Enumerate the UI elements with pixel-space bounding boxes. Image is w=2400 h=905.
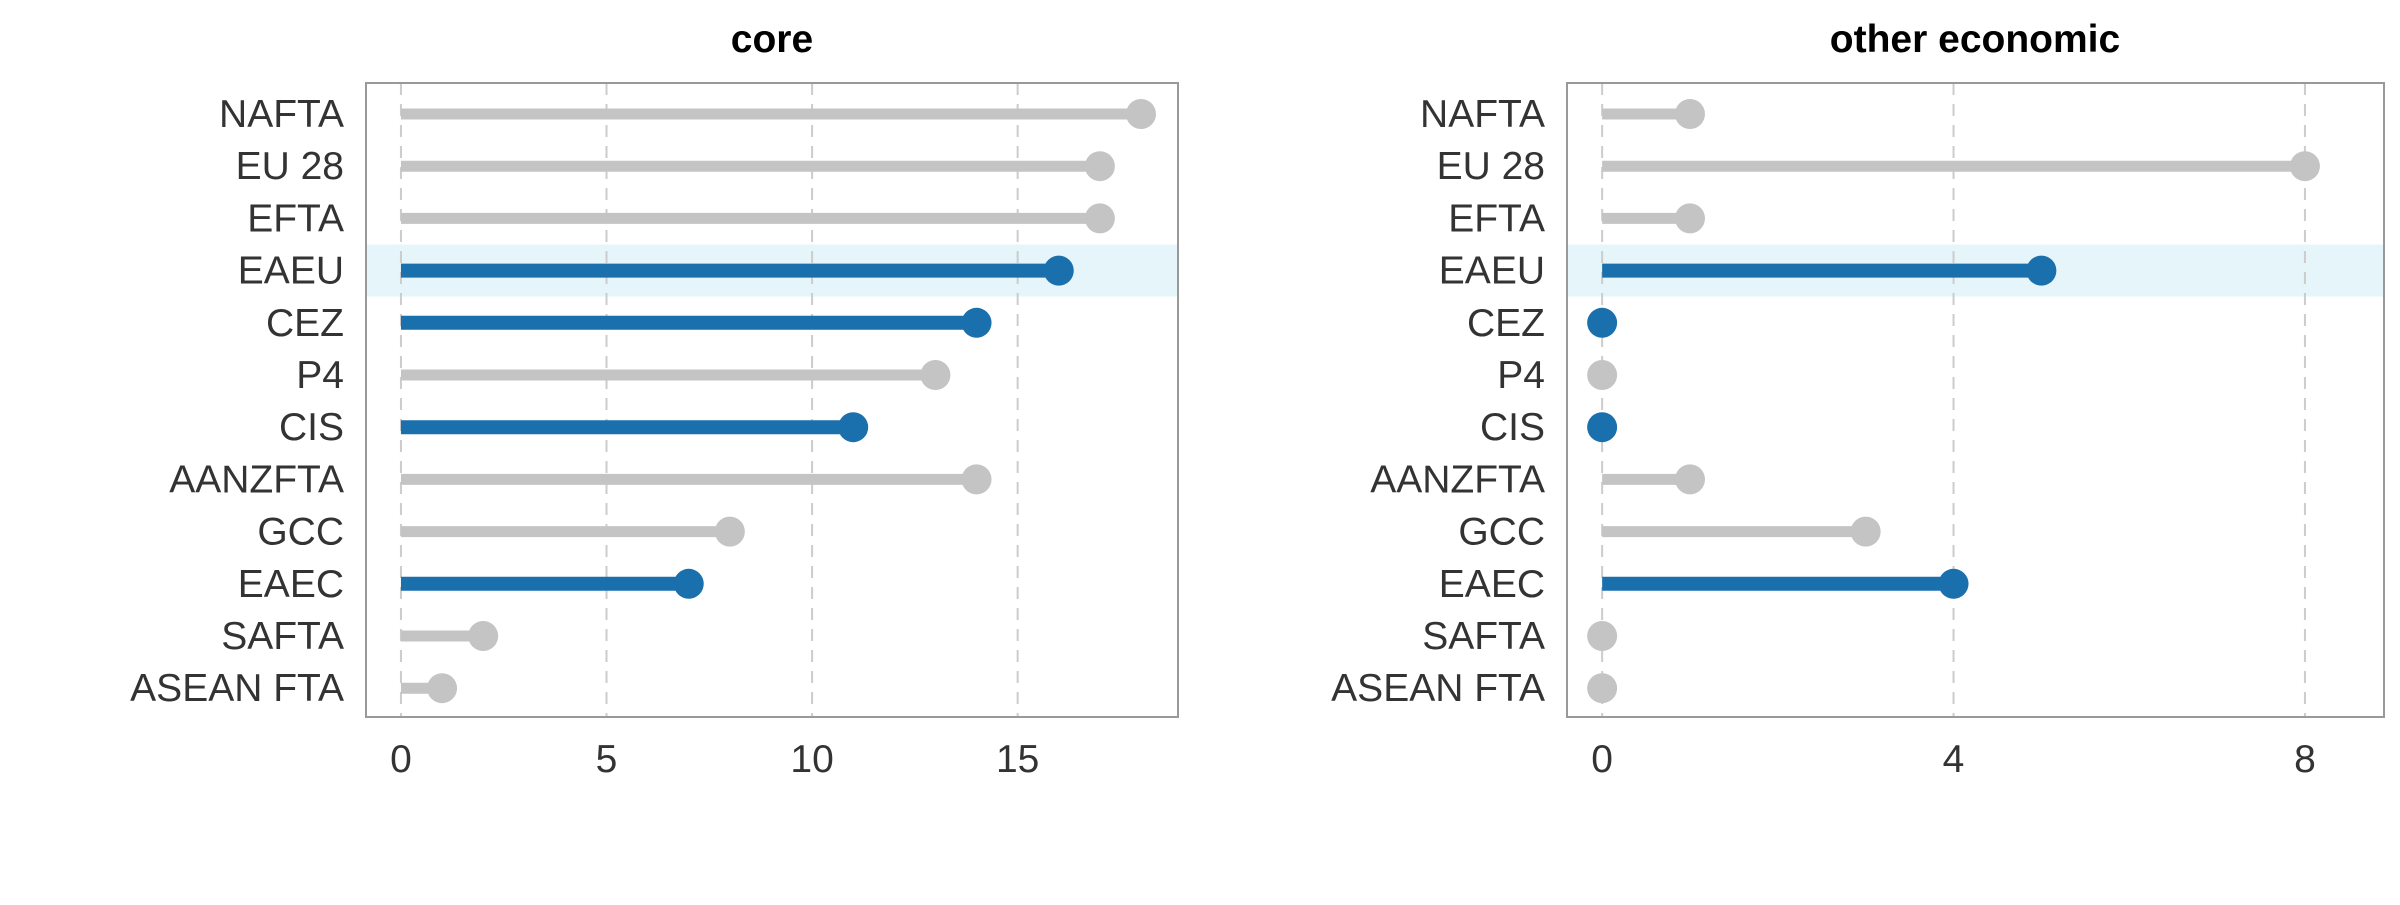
x-tick-label: 10	[790, 738, 833, 781]
x-tick-label: 5	[596, 738, 618, 781]
category-label: SAFTA	[221, 615, 344, 658]
category-label: EFTA	[1448, 197, 1545, 240]
category-label: GCC	[1458, 511, 1545, 554]
x-tick-label: 15	[996, 738, 1039, 781]
lollipop-dot	[1587, 412, 1618, 443]
lollipop-dot	[1084, 203, 1115, 234]
panel-frame	[365, 82, 1179, 718]
lollipop-dot	[1674, 99, 1705, 129]
lollipop-dot	[961, 464, 992, 495]
category-label: P4	[296, 354, 344, 397]
x-tick-label: 0	[1591, 738, 1613, 781]
lollipop-dot	[468, 621, 499, 651]
lollipop-dot	[1587, 360, 1618, 390]
category-label: NAFTA	[219, 93, 344, 136]
category-label: GCC	[257, 511, 344, 554]
lollipop-dot	[1043, 255, 1074, 286]
category-label: EFTA	[247, 197, 344, 240]
category-label: EU 28	[1437, 145, 1545, 188]
category-label: EAEU	[238, 250, 344, 293]
panel-frame	[1566, 82, 2385, 718]
lollipop-dot	[1125, 99, 1156, 129]
lollipop-dot	[920, 360, 951, 390]
lollipop-dot	[427, 673, 458, 704]
category-label: EAEC	[238, 563, 344, 606]
lollipop-dot	[714, 516, 745, 547]
panel-title: other economic	[1830, 18, 2120, 61]
category-label: AANZFTA	[169, 458, 344, 501]
category-label: EU 28	[236, 145, 344, 188]
chart-panel: other economic NAFTA EU 28 EFTA EAEU CEZ P4 CIS…	[1331, 18, 2385, 781]
category-label: ASEAN FTA	[1331, 667, 1545, 710]
category-label: CEZ	[1467, 302, 1545, 345]
chart-panel: core NAFTA EU 28 EFTA EAEU CEZ P4 CIS AANZFTA GCC…	[130, 18, 1179, 781]
lollipop-dot	[1587, 673, 1618, 704]
lollipop-dot	[1938, 568, 1969, 599]
category-label: AANZFTA	[1370, 458, 1545, 501]
lollipop-dot	[1587, 621, 1618, 651]
category-label: ASEAN FTA	[130, 667, 344, 710]
lollipop-dot	[1084, 151, 1115, 182]
lollipop-dot	[1674, 464, 1705, 495]
lollipop-dot	[1587, 307, 1618, 338]
category-label: CEZ	[266, 302, 344, 345]
category-label: P4	[1497, 354, 1545, 397]
panel-title: core	[731, 18, 813, 61]
lollipop-dot	[838, 412, 869, 443]
category-label: EAEC	[1439, 563, 1545, 606]
category-label: NAFTA	[1420, 93, 1545, 136]
lollipop-dot	[2289, 151, 2320, 182]
x-tick-label: 4	[1943, 738, 1965, 781]
lollipop-dot	[673, 568, 704, 599]
x-tick-label: 8	[2294, 738, 2316, 781]
category-label: EAEU	[1439, 250, 1545, 293]
category-label: CIS	[279, 406, 344, 449]
lollipop-dot	[961, 307, 992, 338]
lollipop-dot	[1850, 516, 1881, 547]
lollipop-dot	[1674, 203, 1705, 234]
lollipop-dot	[2026, 255, 2057, 286]
x-tick-label: 0	[390, 738, 412, 781]
category-label: SAFTA	[1422, 615, 1545, 658]
category-label: CIS	[1480, 406, 1545, 449]
